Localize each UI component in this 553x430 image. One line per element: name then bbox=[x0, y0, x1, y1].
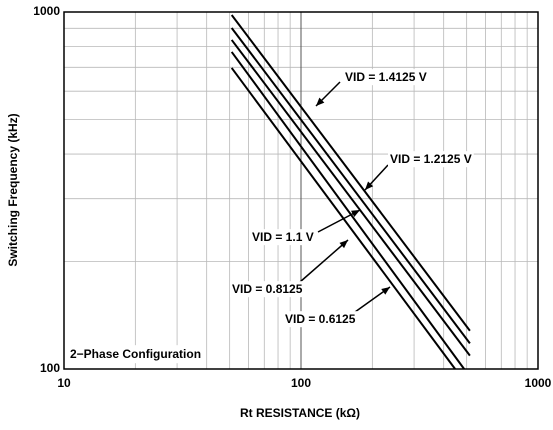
label-bg bbox=[283, 311, 358, 328]
label-bg bbox=[343, 69, 429, 86]
label-bg bbox=[388, 151, 474, 168]
arrow-head bbox=[365, 181, 374, 190]
series-label: VID = 1.1 V bbox=[252, 230, 314, 244]
series-line bbox=[230, 14, 471, 332]
label-bg bbox=[250, 229, 316, 246]
y-axis-label: Switching Frequency (kHz) bbox=[6, 113, 20, 266]
series-label: VID = 1.2125 V bbox=[390, 152, 472, 166]
series-line bbox=[230, 27, 471, 344]
arrow-head bbox=[351, 210, 360, 217]
series-label: VID = 1.4125 V bbox=[345, 70, 427, 84]
arrow-head bbox=[316, 97, 325, 106]
note-bg bbox=[67, 345, 205, 364]
label-bg bbox=[230, 281, 305, 298]
y-tick-label: 1000 bbox=[33, 4, 60, 18]
y-tick-label: 100 bbox=[40, 361, 60, 375]
arrow-head bbox=[381, 287, 390, 295]
series-label: VID = 0.8125 bbox=[232, 282, 303, 296]
x-axis-label: Rt RESISTANCE (kΩ) bbox=[240, 406, 360, 420]
arrow-head bbox=[339, 240, 348, 249]
series-label: VID = 0.6125 bbox=[285, 312, 356, 326]
annotation-arrow bbox=[299, 239, 349, 283]
series-line bbox=[230, 39, 471, 357]
note: 2−Phase Configuration bbox=[70, 347, 201, 361]
x-tick-label: 100 bbox=[291, 376, 311, 390]
series-line bbox=[230, 51, 465, 370]
x-tick-label: 1000 bbox=[525, 376, 552, 390]
plot-frame bbox=[63, 11, 539, 370]
x-tick-label: 10 bbox=[57, 376, 71, 390]
